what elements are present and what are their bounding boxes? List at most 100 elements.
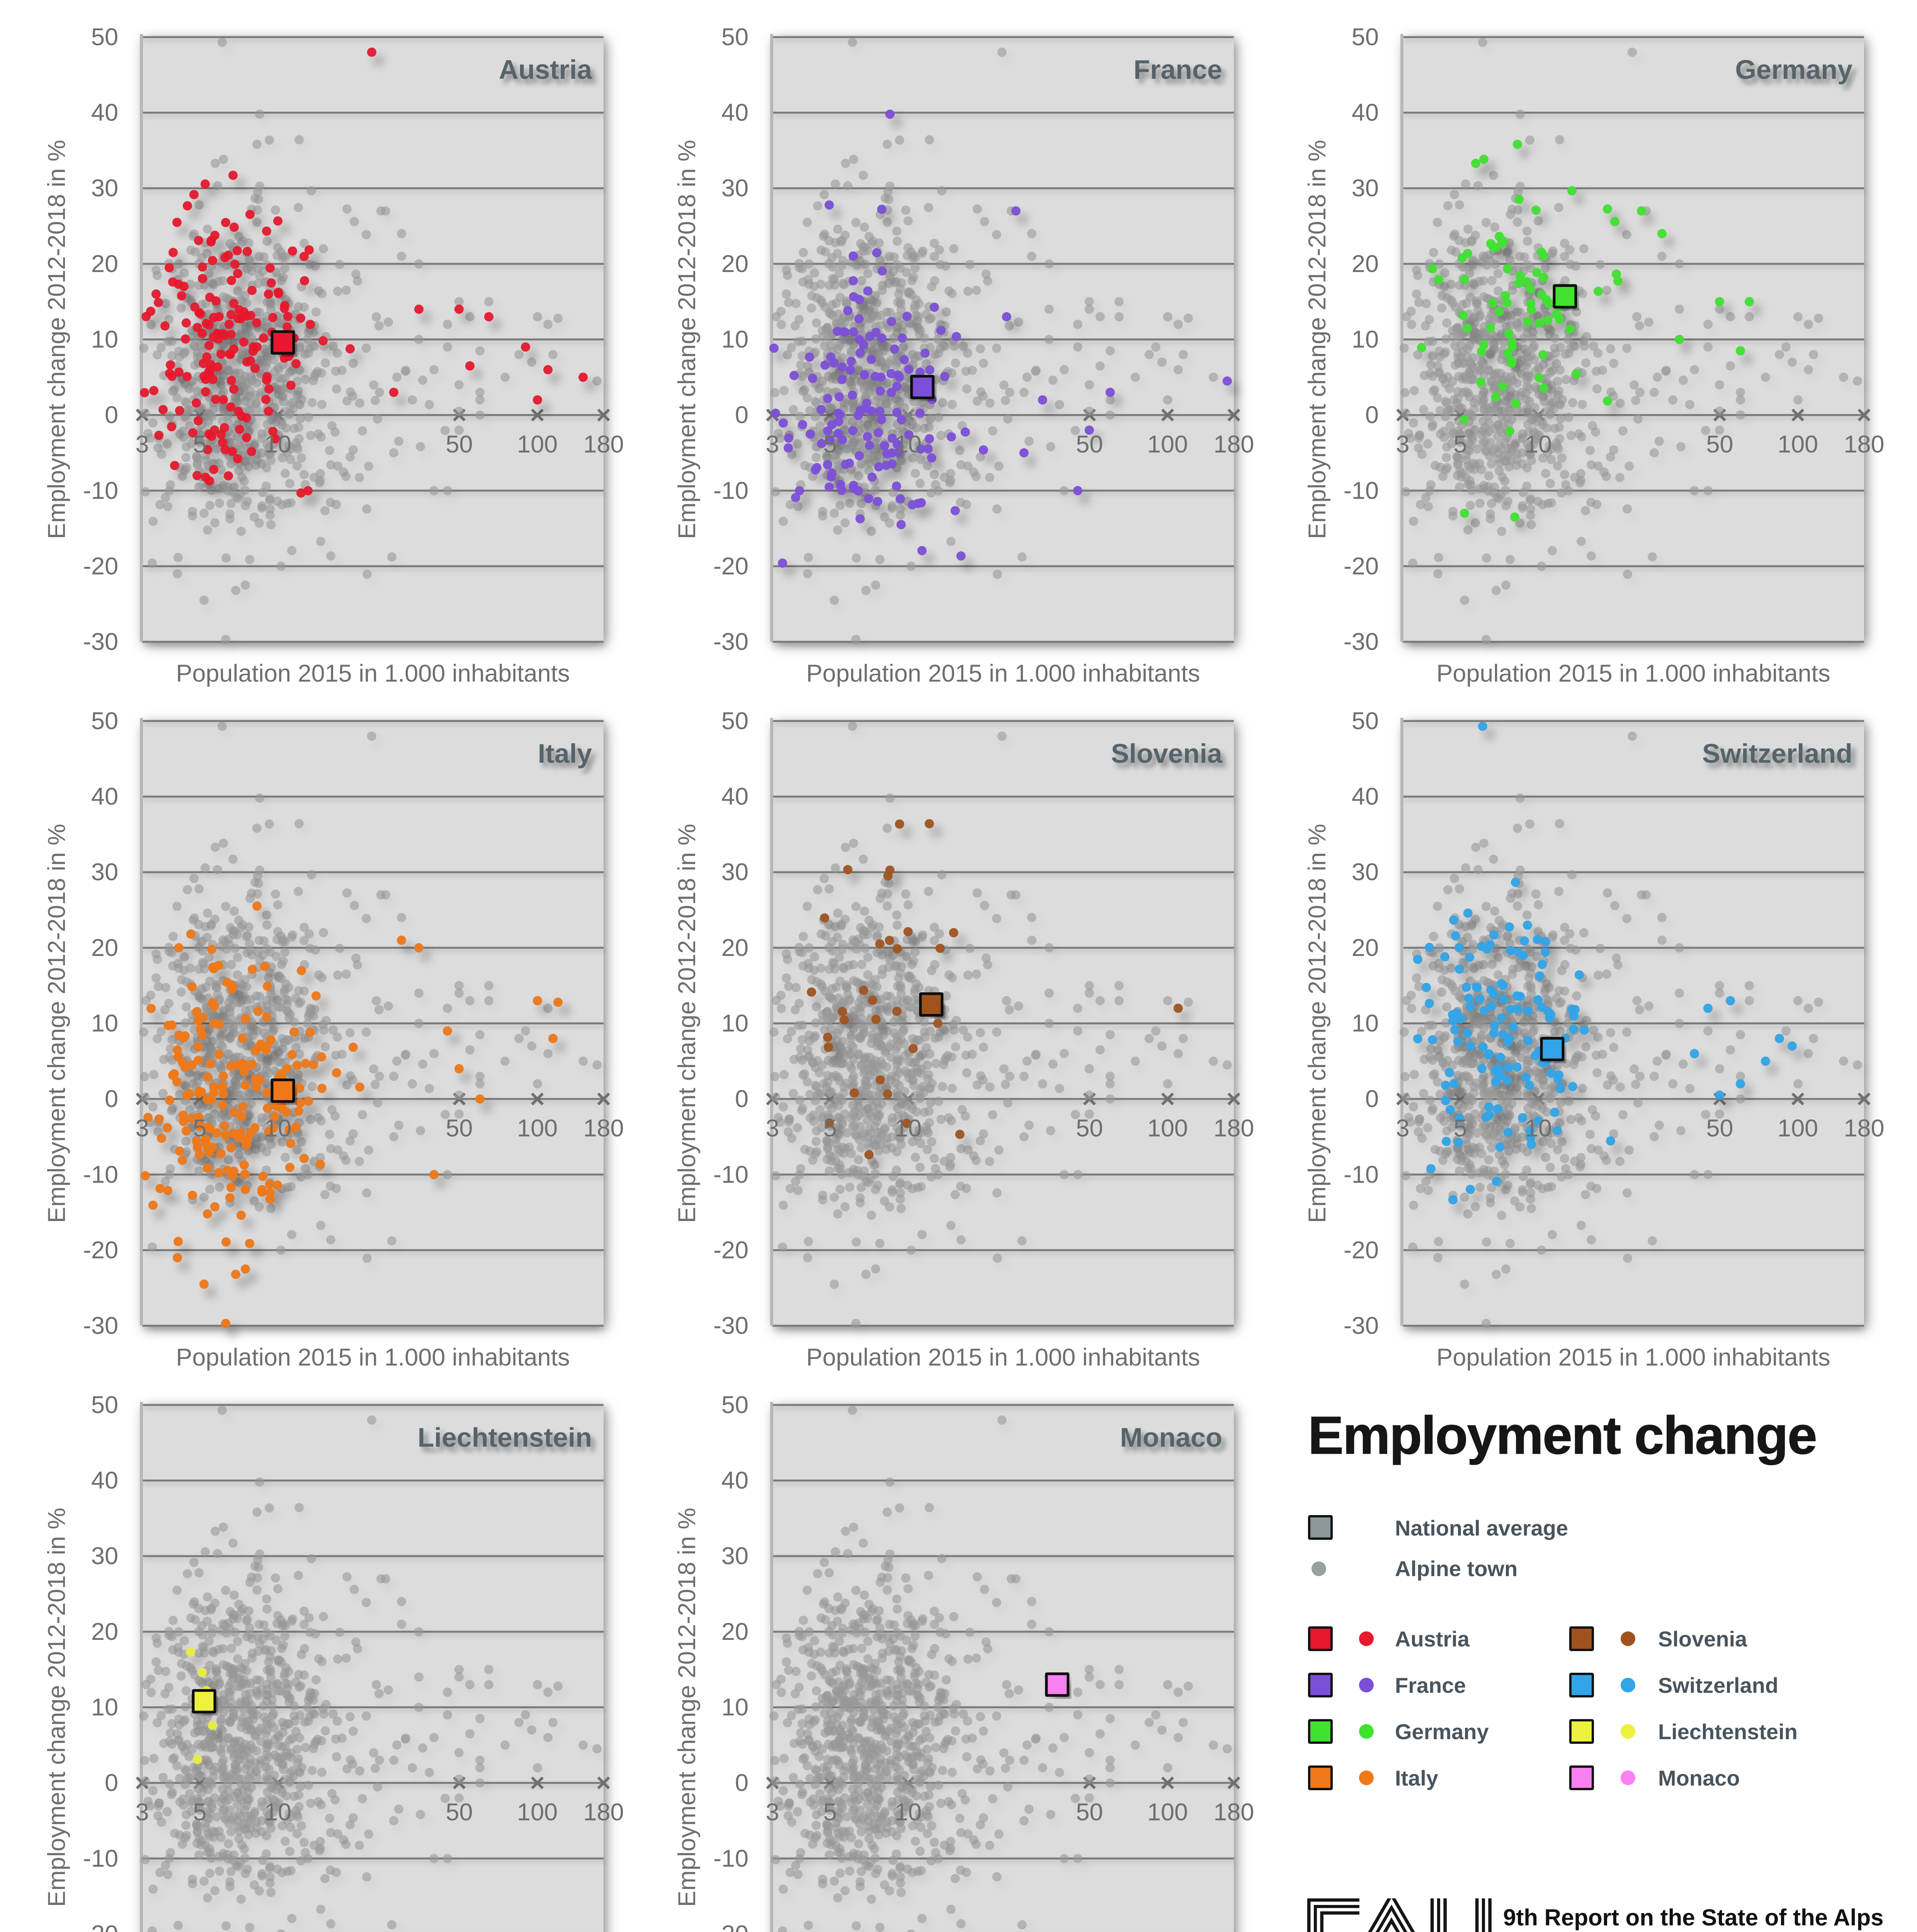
svg-text:10: 10 (264, 431, 291, 458)
svg-text:10: 10 (1525, 1115, 1552, 1142)
svg-text:-30: -30 (713, 628, 748, 655)
svg-text:40: 40 (721, 1467, 748, 1494)
svg-text:50: 50 (446, 1799, 473, 1826)
svg-text:10: 10 (721, 1694, 748, 1721)
svg-text:40: 40 (91, 99, 118, 126)
svg-text:180: 180 (583, 431, 624, 458)
svg-text:3: 3 (135, 1115, 149, 1142)
svg-text:5: 5 (1453, 1115, 1467, 1142)
svg-text:20: 20 (91, 1618, 118, 1645)
svg-text:-10: -10 (713, 1161, 748, 1188)
svg-text:50: 50 (721, 1391, 748, 1418)
svg-text:50: 50 (1706, 431, 1733, 458)
svg-text:10: 10 (721, 326, 748, 353)
svg-text:Switzerland: Switzerland (1658, 1673, 1778, 1697)
svg-text:Employment change 2012-2018 in: Employment change 2012-2018 in % (674, 140, 701, 539)
svg-text:Employment change 2012-2018 in: Employment change 2012-2018 in % (1304, 140, 1331, 539)
svg-text:10: 10 (264, 1799, 291, 1826)
svg-text:3: 3 (765, 1799, 779, 1826)
svg-text:-10: -10 (713, 477, 748, 504)
svg-text:-10: -10 (83, 1161, 118, 1188)
svg-text:180: 180 (583, 1799, 624, 1826)
svg-text:Employment change 2012-2018 in: Employment change 2012-2018 in % (674, 824, 701, 1223)
svg-text:Employment change 2012-2018 in: Employment change 2012-2018 in % (674, 1508, 701, 1907)
svg-text:50: 50 (91, 24, 118, 51)
svg-text:France: France (1133, 54, 1222, 85)
svg-text:50: 50 (1076, 1799, 1103, 1826)
svg-text:50: 50 (1076, 431, 1103, 458)
svg-text:10: 10 (895, 431, 922, 458)
svg-text:40: 40 (91, 783, 118, 810)
svg-text:10: 10 (1525, 431, 1552, 458)
svg-text:180: 180 (583, 1115, 624, 1142)
svg-text:20: 20 (721, 1618, 748, 1645)
svg-text:3: 3 (135, 1799, 149, 1826)
svg-text:100: 100 (1147, 1115, 1188, 1142)
svg-text:-30: -30 (713, 1312, 748, 1339)
svg-text:30: 30 (91, 859, 118, 886)
svg-text:20: 20 (721, 250, 748, 277)
svg-text:Population 2015 in 1.000 inhab: Population 2015 in 1.000 inhabitants (806, 660, 1200, 687)
svg-text:30: 30 (1352, 175, 1379, 202)
svg-text:Employment change 2012-2018 in: Employment change 2012-2018 in % (43, 140, 70, 539)
svg-text:20: 20 (721, 934, 748, 961)
svg-text:3: 3 (135, 431, 149, 458)
svg-text:-20: -20 (713, 553, 748, 580)
svg-text:180: 180 (1844, 431, 1884, 458)
svg-text:0: 0 (105, 1085, 118, 1112)
svg-text:-20: -20 (1344, 553, 1379, 580)
svg-text:100: 100 (1147, 431, 1188, 458)
svg-text:0: 0 (735, 401, 748, 429)
svg-text:-30: -30 (1344, 1312, 1379, 1339)
svg-text:30: 30 (721, 1543, 748, 1570)
svg-text:-10: -10 (1344, 477, 1379, 504)
svg-text:Switzerland: Switzerland (1702, 738, 1852, 769)
svg-text:-20: -20 (83, 1236, 118, 1264)
svg-text:30: 30 (91, 175, 118, 202)
svg-text:5: 5 (193, 1799, 206, 1826)
svg-text:0: 0 (1365, 1085, 1379, 1112)
svg-text:National average: National average (1395, 1516, 1568, 1540)
svg-text:0: 0 (1365, 401, 1379, 429)
svg-text:50: 50 (446, 1115, 473, 1142)
svg-text:50: 50 (1352, 707, 1379, 735)
svg-text:Slovenia: Slovenia (1658, 1627, 1747, 1651)
svg-text:0: 0 (105, 1769, 118, 1796)
svg-text:-30: -30 (83, 628, 118, 655)
svg-text:10: 10 (264, 1115, 291, 1142)
svg-text:40: 40 (1352, 783, 1379, 810)
svg-text:-20: -20 (1344, 1236, 1379, 1264)
svg-text:40: 40 (721, 783, 748, 810)
svg-text:180: 180 (1213, 431, 1254, 458)
svg-text:30: 30 (1352, 859, 1379, 886)
svg-text:-10: -10 (1344, 1161, 1379, 1188)
svg-text:100: 100 (517, 431, 558, 458)
svg-text:-10: -10 (83, 1845, 118, 1872)
svg-text:Austria: Austria (1395, 1627, 1470, 1651)
svg-text:Population 2015 in 1.000 inhab: Population 2015 in 1.000 inhabitants (1436, 660, 1830, 687)
svg-text:Population 2015 in 1.000 inhab: Population 2015 in 1.000 inhabitants (1436, 1344, 1830, 1371)
svg-text:10: 10 (721, 1010, 748, 1037)
svg-text:180: 180 (1213, 1115, 1254, 1142)
svg-text:3: 3 (765, 1115, 779, 1142)
svg-text:20: 20 (1352, 934, 1379, 961)
svg-text:Employment change 2012-2018 in: Employment change 2012-2018 in % (43, 1508, 70, 1907)
svg-text:5: 5 (1453, 431, 1467, 458)
svg-text:100: 100 (1147, 1799, 1188, 1826)
svg-text:50: 50 (91, 707, 118, 735)
svg-text:-10: -10 (713, 1845, 748, 1872)
svg-text:180: 180 (1213, 1799, 1254, 1826)
svg-text:-20: -20 (83, 553, 118, 580)
svg-text:100: 100 (517, 1115, 558, 1142)
svg-text:0: 0 (735, 1085, 748, 1112)
svg-text:30: 30 (721, 859, 748, 886)
svg-text:5: 5 (823, 431, 837, 458)
svg-text:40: 40 (91, 1467, 118, 1494)
svg-text:Italy: Italy (538, 738, 592, 769)
svg-text:Alpine Towns: Alpine Towns (1503, 1929, 1652, 1932)
svg-text:Liechtenstein: Liechtenstein (418, 1422, 592, 1452)
svg-text:3: 3 (765, 431, 779, 458)
svg-text:-20: -20 (83, 1920, 118, 1932)
svg-text:5: 5 (193, 431, 206, 458)
svg-text:30: 30 (721, 175, 748, 202)
